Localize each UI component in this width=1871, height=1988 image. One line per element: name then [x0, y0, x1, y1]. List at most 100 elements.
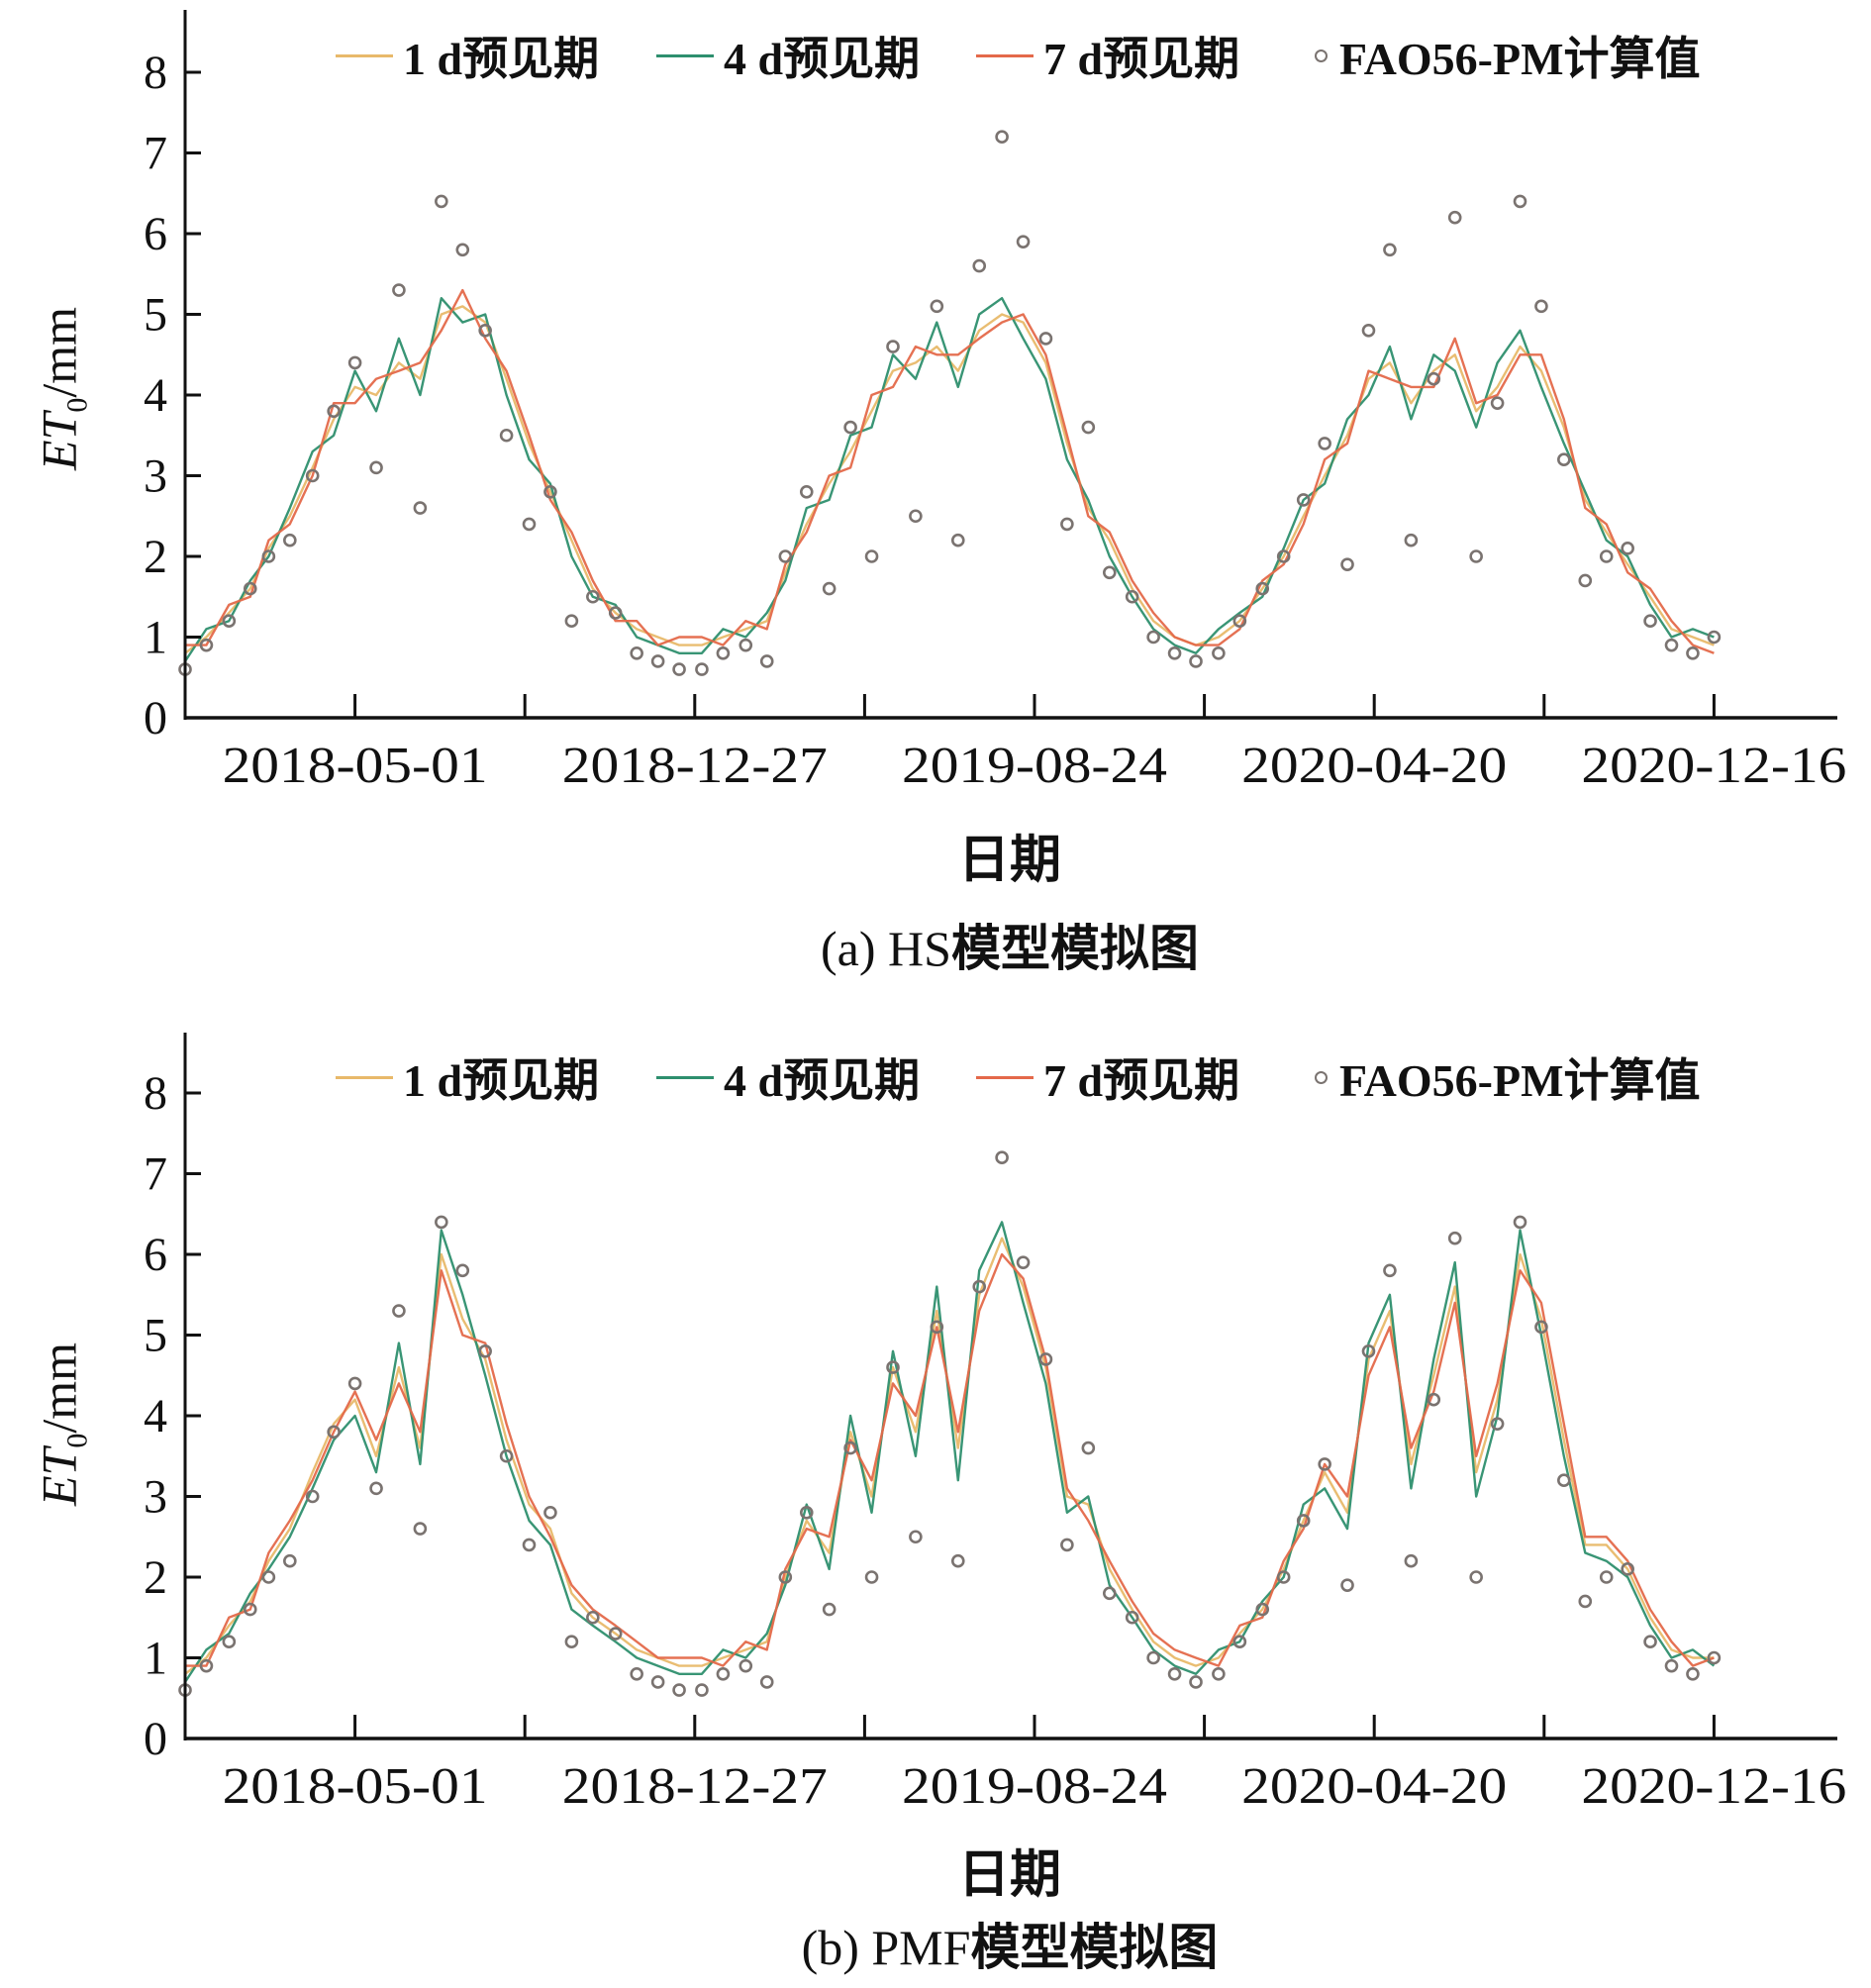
series-line-4d [183, 1221, 1716, 1683]
data-point-fao56 [650, 654, 665, 668]
y-tick-label: 4 [144, 1390, 167, 1442]
chart-plot-hs: 0 1 2 3 4 5 6 7 8 2018-05-01 2018-12-27 2019-08-24 2… [144, 10, 1846, 794]
data-point-fao56 [1621, 542, 1634, 555]
data-point-fao56 [1599, 549, 1614, 563]
y-tick-label: 7 [144, 128, 167, 180]
data-point-fao56 [1578, 1594, 1593, 1609]
data-point-fao56 [1383, 243, 1397, 257]
data-point-fao56 [1340, 557, 1354, 571]
y-tick-label: 4 [144, 369, 167, 422]
data-point-fao56 [305, 468, 320, 483]
data-point-fao56 [1038, 1352, 1053, 1366]
chart-plot-pmf: 0 1 2 3 4 5 6 7 8 2018-05-01 2018-12-27 2019-08-24 2… [144, 1033, 1846, 1815]
y-tick-label: 6 [144, 208, 167, 260]
data-point-fao56 [435, 1215, 448, 1230]
data-point-fao56 [1081, 1441, 1096, 1455]
legend-item-4d: 4 d预见期 [656, 1047, 920, 1107]
data-point-fao56 [608, 1627, 623, 1640]
legend-item-7d: 7 d预见期 [976, 26, 1239, 85]
data-point-fao56 [1557, 452, 1571, 467]
data-point-fao56 [369, 460, 383, 475]
data-point-fao56 [1621, 1562, 1634, 1576]
data-point-fao56 [1016, 1255, 1031, 1269]
y-tick-label: 0 [144, 1713, 167, 1765]
data-point-fao56 [759, 654, 774, 668]
data-point-fao56 [413, 1522, 428, 1536]
data-point-fao56 [716, 1666, 731, 1681]
y-tick-label: 2 [144, 531, 167, 583]
data-point-fao56 [1189, 1675, 1203, 1689]
data-point-fao56 [822, 1602, 837, 1617]
legend-line-icon [336, 53, 393, 57]
chart-panel-hs: 0 1 2 3 4 5 6 7 8 2018-05-01 2018-12-27 2019-08-24 2… [0, 0, 1871, 990]
data-point-fao56 [950, 1553, 965, 1568]
data-point-fao56 [1664, 1658, 1679, 1673]
data-point-fao56 [1383, 1263, 1397, 1278]
x-tick-label: 2020-04-20 [1241, 1758, 1507, 1815]
legend-line-icon [656, 53, 714, 57]
data-point-fao56 [1513, 194, 1527, 209]
x-tick-label: 2019-08-24 [902, 1758, 1167, 1815]
data-point-fao56 [283, 1553, 297, 1568]
data-point-fao56 [327, 1425, 341, 1440]
y-axis-label: ET0/mm [31, 306, 94, 471]
data-point-fao56 [886, 340, 900, 353]
data-point-fao56 [864, 549, 879, 563]
data-point-fao56 [1060, 1538, 1074, 1552]
data-point-fao56 [522, 1538, 537, 1552]
y-tick-label: 7 [144, 1148, 167, 1201]
data-point-fao56 [716, 646, 731, 660]
series-line-1d [184, 305, 1715, 654]
data-point-fao56 [843, 1441, 857, 1455]
data-point-fao56 [283, 533, 297, 547]
data-point-fao56 [392, 283, 406, 297]
data-point-fao56 [1167, 1666, 1182, 1681]
data-point-fao56 [739, 1658, 753, 1673]
data-point-fao56 [1318, 1457, 1331, 1471]
data-point-fao56 [672, 662, 686, 676]
legend-line-icon [976, 1075, 1034, 1079]
data-point-fao56 [261, 549, 276, 563]
data-point-fao56 [347, 1376, 362, 1391]
data-point-fao56 [261, 1570, 276, 1584]
data-point-fao56 [778, 1570, 793, 1584]
legend-line-icon [336, 1075, 393, 1079]
data-point-fao56 [886, 1360, 900, 1374]
y-tick-label: 6 [144, 1229, 167, 1281]
data-point-fao56 [1232, 614, 1247, 629]
data-point-fao56 [499, 428, 514, 443]
data-point-fao56 [1212, 646, 1226, 660]
series-line-1d [184, 1237, 1715, 1675]
data-point-fao56 [522, 517, 537, 532]
legend-line-icon [656, 1075, 714, 1079]
data-point-fao56 [1557, 1473, 1571, 1488]
data-point-fao56 [586, 589, 600, 604]
data-point-fao56 [695, 1683, 709, 1697]
data-point-fao56 [1081, 420, 1096, 435]
legend-item-4d: 4 d预见期 [656, 26, 920, 85]
x-axis-label: 日期 [957, 1847, 1061, 1904]
data-point-fao56 [972, 258, 987, 273]
y-tick-label: 8 [144, 47, 167, 99]
data-point-fao56 [347, 355, 362, 370]
series-line-4d [183, 297, 1715, 662]
data-point-fao56 [1490, 1417, 1505, 1431]
legend-label: FAO56-PM计算值 [1339, 1055, 1701, 1106]
data-point-fao56 [199, 638, 214, 652]
data-point-fao56 [1146, 1650, 1160, 1665]
data-point-fao56 [243, 581, 257, 596]
data-point-fao56 [1534, 299, 1548, 314]
legend-item-7d: 7 d预见期 [976, 1047, 1239, 1107]
chart-caption: (a) HS模型模拟图 [821, 921, 1199, 976]
x-tick-label: 2020-12-16 [1581, 1758, 1846, 1815]
legend-item-fao56: FAO56-PM计算值 [1315, 26, 1701, 85]
data-point-fao56 [1664, 638, 1679, 652]
data-point-fao56 [1212, 1666, 1226, 1681]
data-point-fao56 [843, 420, 857, 435]
data-point-fao56 [1447, 210, 1462, 225]
legend-label: 1 d预见期 [403, 34, 600, 84]
data-point-fao56 [759, 1675, 774, 1689]
data-point-fao56 [543, 484, 557, 499]
data-point-fao56 [435, 194, 448, 209]
data-point-fao56 [864, 1570, 879, 1584]
